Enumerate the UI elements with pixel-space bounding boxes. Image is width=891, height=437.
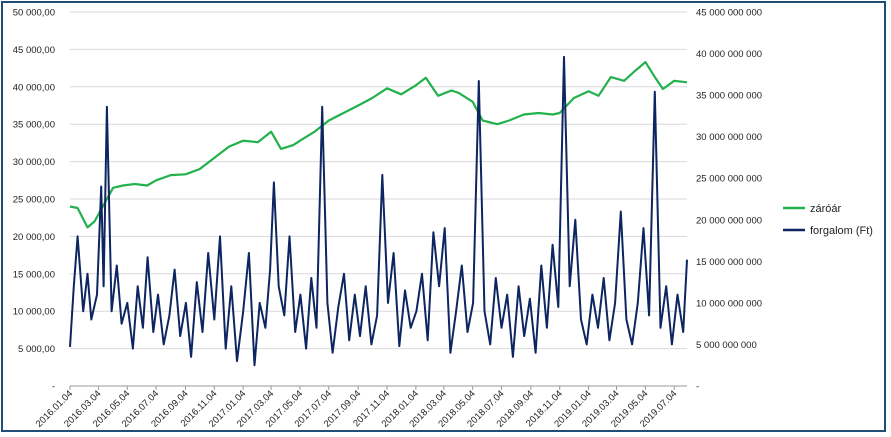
legend-label: forgalom (Ft) bbox=[810, 225, 873, 237]
y-left-tick-label: 15 000,00 bbox=[13, 269, 55, 280]
y-left-tick-label: - bbox=[52, 382, 55, 393]
y-left-tick-label: 10 000,00 bbox=[13, 307, 55, 318]
chart-frame bbox=[1, 1, 886, 432]
legend-label: záróár bbox=[810, 203, 842, 215]
y-left-tick-label: 25 000,00 bbox=[13, 195, 55, 206]
y-right-tick-label: 15 000 000 000 bbox=[696, 257, 762, 268]
y-axis-left: - 5 000,00 10 000,00 15 000,00 20 000,00 25 0… bbox=[13, 8, 55, 393]
y-left-tick-label: 45 000,00 bbox=[13, 45, 55, 56]
y-left-tick-label: 35 000,00 bbox=[13, 120, 55, 131]
series-line-forgalom bbox=[69, 55, 688, 367]
series-line-zaroar bbox=[69, 60, 688, 229]
y-left-tick-label: 50 000,00 bbox=[13, 8, 55, 19]
y-left-tick-label: 20 000,00 bbox=[13, 232, 55, 243]
gridlines bbox=[70, 11, 687, 387]
y-right-tick-label: 25 000 000 000 bbox=[696, 174, 762, 185]
y-left-tick-label: 40 000,00 bbox=[13, 82, 55, 93]
y-right-tick-label: 10 000 000 000 bbox=[696, 298, 762, 309]
legend: záróár forgalom (Ft) bbox=[783, 203, 873, 237]
y-right-tick-label: 30 000 000 000 bbox=[696, 132, 762, 143]
y-right-tick-label: 5 000 000 000 bbox=[696, 340, 757, 351]
y-right-tick-label: 40 000 000 000 bbox=[696, 49, 762, 60]
series-lines bbox=[69, 55, 688, 367]
y-right-tick-label: 35 000 000 000 bbox=[696, 91, 762, 102]
y-axis-right: - 5 000 000 000 10 000 000 000 15 000 000 0… bbox=[696, 8, 762, 393]
y-right-tick-label: 20 000 000 000 bbox=[696, 215, 762, 226]
y-left-tick-label: 5 000,00 bbox=[18, 344, 55, 355]
x-axis: 2016.01.042016.03.042016.05.042016.07.04… bbox=[34, 386, 679, 430]
y-right-tick-label: - bbox=[696, 382, 699, 393]
y-left-tick-label: 30 000,00 bbox=[13, 157, 55, 168]
y-right-tick-label: 45 000 000 000 bbox=[696, 8, 762, 19]
